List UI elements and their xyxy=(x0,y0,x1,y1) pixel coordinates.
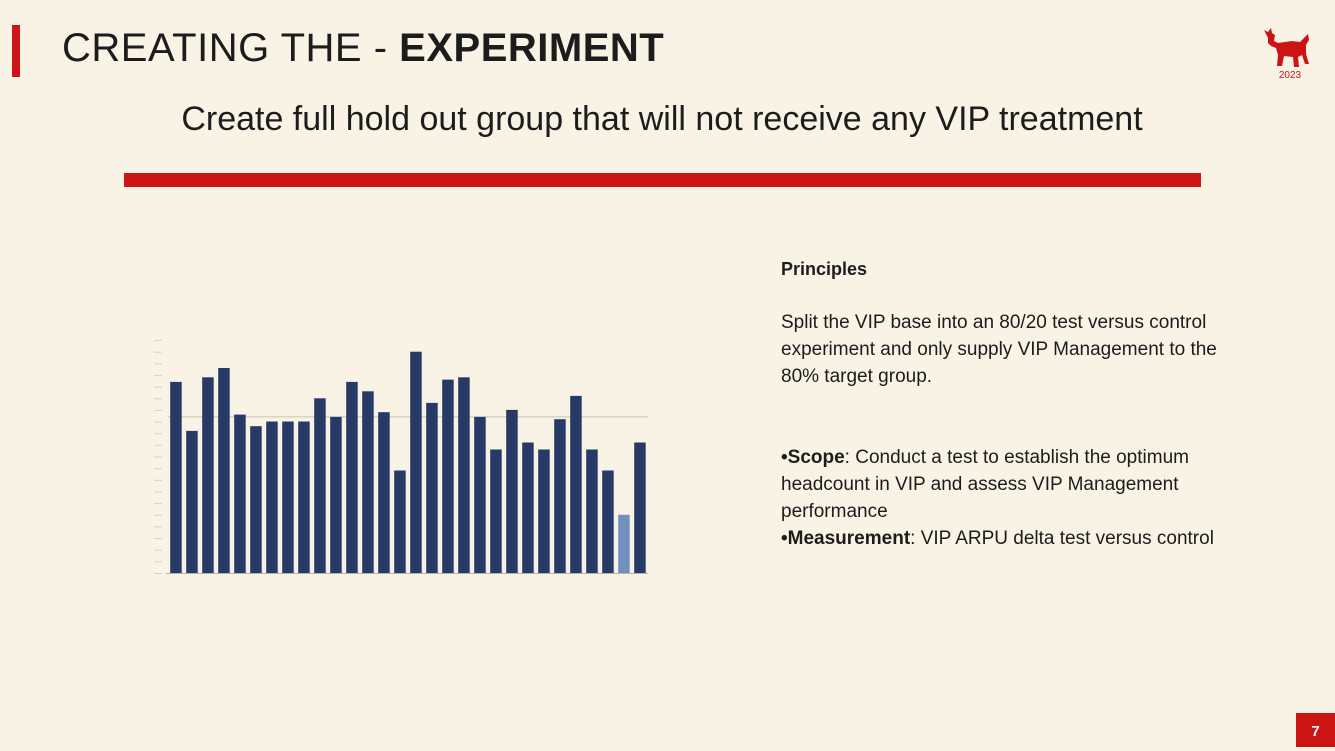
chart-bar xyxy=(506,409,518,573)
chart-bar xyxy=(394,470,406,573)
slide-title-bold: EXPERIMENT xyxy=(399,26,665,70)
y-axis-tick xyxy=(154,340,162,341)
chart-bar xyxy=(314,398,326,574)
y-axis-tick xyxy=(154,363,162,365)
chart-bar xyxy=(602,470,614,573)
scope-item: •Scope: Conduct a test to establish the … xyxy=(781,444,1221,525)
chart-bar xyxy=(458,377,470,573)
y-axis-tick xyxy=(154,444,162,446)
y-axis-tick xyxy=(154,421,162,423)
title-accent-bar xyxy=(12,25,20,77)
y-axis-tick xyxy=(154,503,162,505)
chart-bar xyxy=(282,421,294,573)
chart-bar xyxy=(586,449,598,573)
measurement-item: •Measurement: VIP ARPU delta test versus… xyxy=(781,525,1221,552)
y-axis-tick xyxy=(154,526,162,528)
chart-bar xyxy=(554,419,566,573)
chart-bar xyxy=(522,442,534,573)
slide-title: CREATING THE - EXPERIMENT xyxy=(62,24,664,72)
chart-bar xyxy=(330,416,342,573)
y-axis-tick xyxy=(154,479,162,481)
measurement-text: : VIP ARPU delta test versus control xyxy=(910,528,1214,549)
principles-panel: Principles Split the VIP base into an 80… xyxy=(781,256,1221,552)
page-number: 7 xyxy=(1296,713,1335,747)
scope-label: •Scope xyxy=(781,447,845,468)
chart-bar xyxy=(218,368,230,573)
y-axis-tick xyxy=(154,549,162,551)
chart-bar xyxy=(298,421,310,573)
chart-bar xyxy=(266,421,278,573)
chart-bar xyxy=(538,449,550,573)
company-logo: 2023 xyxy=(1262,24,1314,82)
chart-bar xyxy=(250,426,262,573)
y-axis-tick xyxy=(154,351,162,353)
y-axis-tick xyxy=(154,561,162,563)
chart-bar xyxy=(618,514,630,574)
slide-title-regular: CREATING THE - xyxy=(62,26,400,70)
scope-text: : Conduct a test to establish the optimu… xyxy=(781,447,1189,522)
chart-bar xyxy=(442,379,454,573)
chart-bar xyxy=(634,442,646,573)
y-axis-tick xyxy=(154,538,162,540)
y-axis-tick xyxy=(154,433,162,435)
y-axis-tick xyxy=(154,573,162,574)
principles-paragraph: Split the VIP base into an 80/20 test ve… xyxy=(781,312,1217,387)
y-axis-tick xyxy=(154,491,162,493)
principles-heading: Principles xyxy=(781,259,868,279)
bar-chart-svg xyxy=(154,340,648,574)
y-axis-tick xyxy=(154,409,162,411)
chart-bar xyxy=(570,395,582,573)
y-axis-tick xyxy=(154,398,162,400)
divider-bar xyxy=(124,173,1201,187)
bar-chart xyxy=(140,318,660,580)
y-axis-tick xyxy=(154,386,162,388)
chart-bar xyxy=(426,402,438,573)
chart-bar xyxy=(170,381,182,573)
chart-bar xyxy=(186,430,198,573)
chart-bar xyxy=(234,414,246,573)
slide-subtitle: Create full hold out group that will not… xyxy=(181,100,1143,138)
chart-bar xyxy=(474,416,486,573)
chart-bar xyxy=(362,391,374,573)
y-axis-tick xyxy=(154,456,162,458)
y-axis-tick xyxy=(154,374,162,376)
measurement-label: •Measurement xyxy=(781,528,911,549)
chart-bar xyxy=(490,449,502,573)
chart-bar xyxy=(202,377,214,573)
chart-bar xyxy=(378,412,390,573)
y-axis-tick xyxy=(154,468,162,470)
chart-bar xyxy=(410,351,422,573)
chart-bar xyxy=(346,381,358,573)
logo-year: 2023 xyxy=(1278,70,1302,81)
y-axis-tick xyxy=(154,514,162,516)
bull-icon xyxy=(1264,28,1309,67)
